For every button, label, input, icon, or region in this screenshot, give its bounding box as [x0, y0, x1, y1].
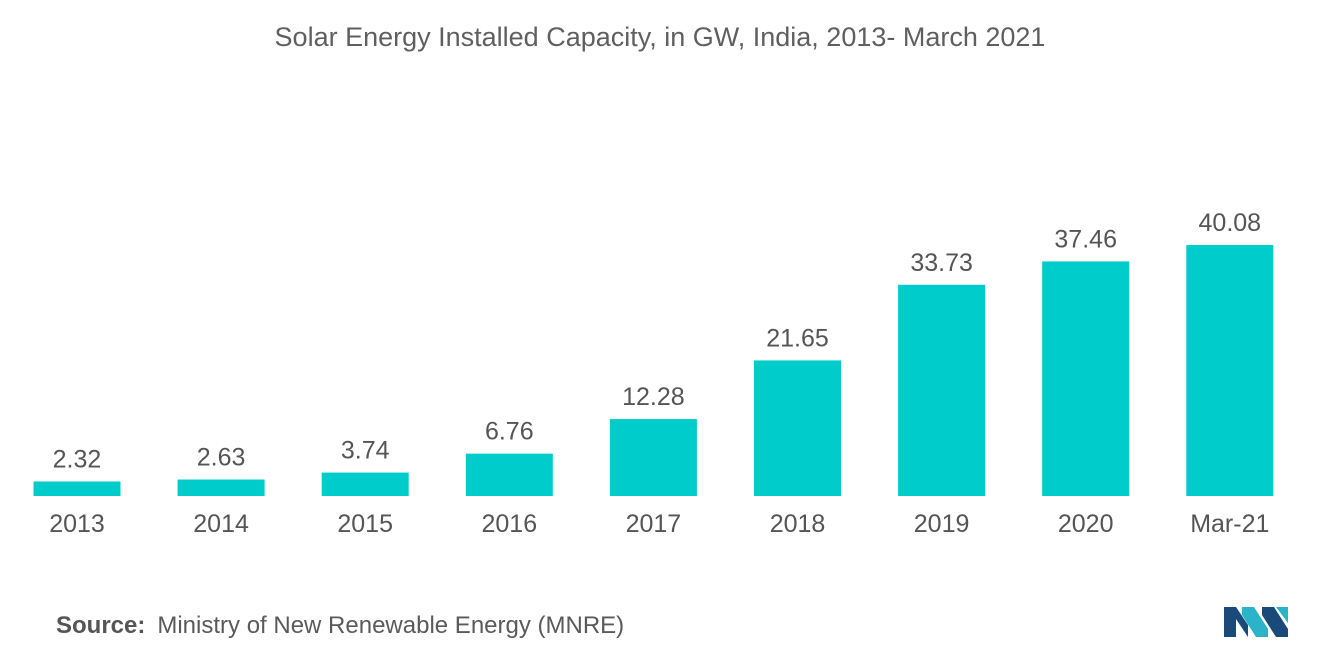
source-text: Ministry of New Renewable Energy (MNRE) — [157, 612, 625, 639]
x-tick-label-2017: 2017 — [626, 510, 682, 538]
bar-2018 — [754, 360, 841, 496]
data-label-Mar-21: 40.08 — [1199, 209, 1262, 237]
bar-2020 — [1042, 261, 1130, 496]
bar-chart: 2.32 2013 2.63 2014 3.74 2015 6.76 2016 12.28 201… — [33, 209, 1274, 538]
x-tick-label-2016: 2016 — [481, 510, 537, 538]
bar-2015 — [321, 472, 409, 496]
logo-shape-right — [1262, 607, 1288, 637]
x-tick-label-2013: 2013 — [49, 510, 105, 538]
data-label-2017: 12.28 — [622, 383, 685, 411]
logo-shape-left — [1224, 607, 1248, 637]
x-tick-label-2020: 2020 — [1058, 510, 1114, 538]
bar-2016 — [465, 453, 553, 496]
data-label-2019: 33.73 — [910, 249, 973, 277]
bar-2014 — [177, 479, 265, 496]
x-tick-label-2014: 2014 — [193, 510, 249, 538]
logo-shape-mid — [1242, 607, 1268, 637]
source-note: Source: Ministry of New Renewable Energy … — [56, 612, 624, 640]
x-tick-label-2018: 2018 — [770, 510, 826, 538]
chart-title: Solar Energy Installed Capacity, in GW, … — [274, 22, 1046, 52]
x-tick-label-2015: 2015 — [337, 510, 393, 538]
source-label: Source: — [56, 612, 146, 639]
bar-2017 — [609, 419, 697, 496]
logo-shape-right-post — [1276, 607, 1288, 623]
bar-2013 — [33, 481, 121, 496]
x-tick-label-2019: 2019 — [914, 510, 970, 538]
data-label-2013: 2.32 — [53, 445, 102, 473]
bar-2019 — [898, 284, 986, 496]
x-tick-label-Mar-21: Mar-21 — [1190, 510, 1269, 538]
data-label-2018: 21.65 — [766, 324, 829, 352]
data-label-2014: 2.63 — [197, 444, 246, 472]
data-label-2016: 6.76 — [485, 418, 534, 446]
data-label-2020: 37.46 — [1054, 225, 1117, 253]
bar-Mar-21 — [1186, 245, 1274, 496]
mordor-intelligence-logo-icon — [1224, 607, 1288, 637]
data-label-2015: 3.74 — [341, 437, 390, 465]
